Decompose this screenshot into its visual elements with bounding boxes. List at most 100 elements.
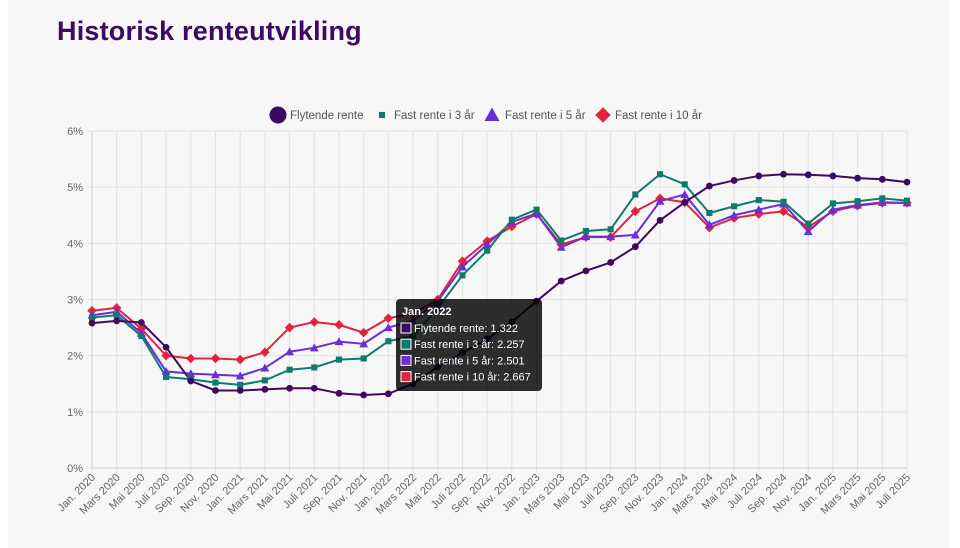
data-point-1[interactable]: [681, 181, 688, 188]
data-point-3[interactable]: [161, 350, 171, 361]
data-point-0[interactable]: [656, 216, 664, 224]
data-point-3[interactable]: [284, 322, 295, 333]
legend-marker-1[interactable]: [378, 111, 386, 119]
data-point-2[interactable]: [334, 337, 344, 346]
legend-label-1[interactable]: Fast rente i 3 år: [394, 110, 475, 122]
data-point-2[interactable]: [556, 242, 566, 251]
data-point-1[interactable]: [311, 364, 318, 371]
data-point-2[interactable]: [359, 339, 369, 348]
data-point-0[interactable]: [829, 172, 837, 180]
data-point-0[interactable]: [804, 171, 812, 179]
data-point-0[interactable]: [681, 198, 689, 206]
data-point-1[interactable]: [829, 200, 836, 207]
data-point-2[interactable]: [161, 366, 171, 375]
data-point-0[interactable]: [137, 319, 145, 326]
data-point-0[interactable]: [286, 384, 293, 392]
data-point-3[interactable]: [630, 206, 641, 217]
data-point-1[interactable]: [805, 220, 812, 227]
data-point-2[interactable]: [211, 370, 220, 379]
data-point-3[interactable]: [457, 256, 468, 267]
data-point-1[interactable]: [88, 314, 96, 321]
legend-marker-3[interactable]: [595, 107, 611, 123]
data-point-0[interactable]: [730, 177, 738, 184]
data-point-2[interactable]: [877, 197, 887, 206]
data-point-0[interactable]: [854, 174, 862, 182]
data-point-2[interactable]: [285, 347, 294, 356]
data-point-2[interactable]: [630, 230, 640, 239]
data-point-3[interactable]: [136, 323, 147, 334]
data-point-2[interactable]: [655, 196, 665, 205]
data-point-2[interactable]: [606, 232, 616, 241]
data-point-2[interactable]: [803, 227, 813, 236]
data-point-2[interactable]: [186, 369, 196, 378]
data-point-0[interactable]: [360, 391, 368, 399]
data-point-2[interactable]: [532, 209, 541, 218]
data-point-0[interactable]: [113, 317, 121, 325]
data-point-0[interactable]: [755, 172, 763, 180]
data-point-0[interactable]: [631, 243, 639, 251]
data-point-2[interactable]: [754, 205, 764, 214]
data-point-2[interactable]: [235, 371, 245, 380]
data-point-1[interactable]: [286, 366, 293, 373]
data-point-2[interactable]: [729, 210, 739, 219]
data-point-1[interactable]: [385, 338, 392, 345]
data-point-0[interactable]: [310, 384, 318, 392]
data-point-1[interactable]: [484, 247, 491, 254]
data-point-3[interactable]: [383, 313, 394, 323]
data-point-1[interactable]: [138, 332, 145, 340]
data-point-0[interactable]: [384, 390, 392, 398]
data-point-0[interactable]: [557, 277, 565, 285]
data-point-2[interactable]: [260, 363, 270, 372]
data-point-1[interactable]: [582, 227, 589, 235]
data-point-1[interactable]: [656, 171, 664, 178]
data-point-1[interactable]: [632, 191, 639, 198]
data-point-2[interactable]: [680, 190, 690, 199]
legend-marker-0[interactable]: [269, 106, 287, 124]
data-point-1[interactable]: [261, 377, 268, 384]
data-point-1[interactable]: [706, 209, 713, 217]
data-point-3[interactable]: [334, 320, 344, 330]
data-point-2[interactable]: [581, 232, 591, 241]
data-point-3[interactable]: [358, 327, 369, 338]
data-point-0[interactable]: [706, 182, 713, 190]
data-point-1[interactable]: [755, 197, 762, 204]
data-point-3[interactable]: [778, 206, 789, 217]
data-point-0[interactable]: [212, 387, 219, 394]
data-point-1[interactable]: [903, 197, 911, 204]
data-point-1[interactable]: [237, 381, 244, 388]
legend-label-0[interactable]: Flytende rente: [290, 110, 364, 122]
legend-marker-2[interactable]: [484, 107, 500, 122]
data-point-3[interactable]: [235, 354, 245, 365]
data-point-2[interactable]: [853, 200, 863, 209]
data-point-0[interactable]: [878, 175, 886, 183]
data-point-0[interactable]: [903, 178, 911, 186]
data-point-1[interactable]: [879, 195, 886, 202]
data-point-0[interactable]: [236, 387, 244, 394]
data-point-1[interactable]: [113, 312, 120, 319]
data-point-3[interactable]: [87, 305, 97, 316]
data-point-1[interactable]: [731, 203, 738, 210]
data-point-3[interactable]: [210, 353, 221, 364]
data-point-2[interactable]: [482, 240, 492, 248]
data-point-1[interactable]: [459, 272, 466, 279]
data-point-1[interactable]: [360, 355, 367, 362]
data-point-2[interactable]: [705, 220, 714, 229]
data-point-2[interactable]: [309, 343, 319, 352]
data-point-3[interactable]: [309, 317, 320, 327]
data-point-0[interactable]: [582, 267, 590, 275]
data-point-0[interactable]: [335, 389, 343, 397]
data-point-1[interactable]: [212, 379, 219, 386]
data-point-0[interactable]: [261, 385, 269, 393]
data-point-2[interactable]: [383, 323, 393, 332]
data-point-1[interactable]: [854, 198, 861, 205]
data-point-1[interactable]: [607, 226, 614, 233]
data-point-2[interactable]: [458, 262, 467, 271]
data-point-1[interactable]: [533, 206, 540, 213]
data-point-1[interactable]: [508, 216, 515, 223]
data-point-1[interactable]: [163, 373, 170, 381]
legend-label-2[interactable]: Fast rente i 5 år: [505, 110, 586, 122]
data-point-0[interactable]: [607, 259, 615, 266]
data-point-0[interactable]: [780, 170, 787, 178]
data-point-3[interactable]: [260, 347, 270, 358]
